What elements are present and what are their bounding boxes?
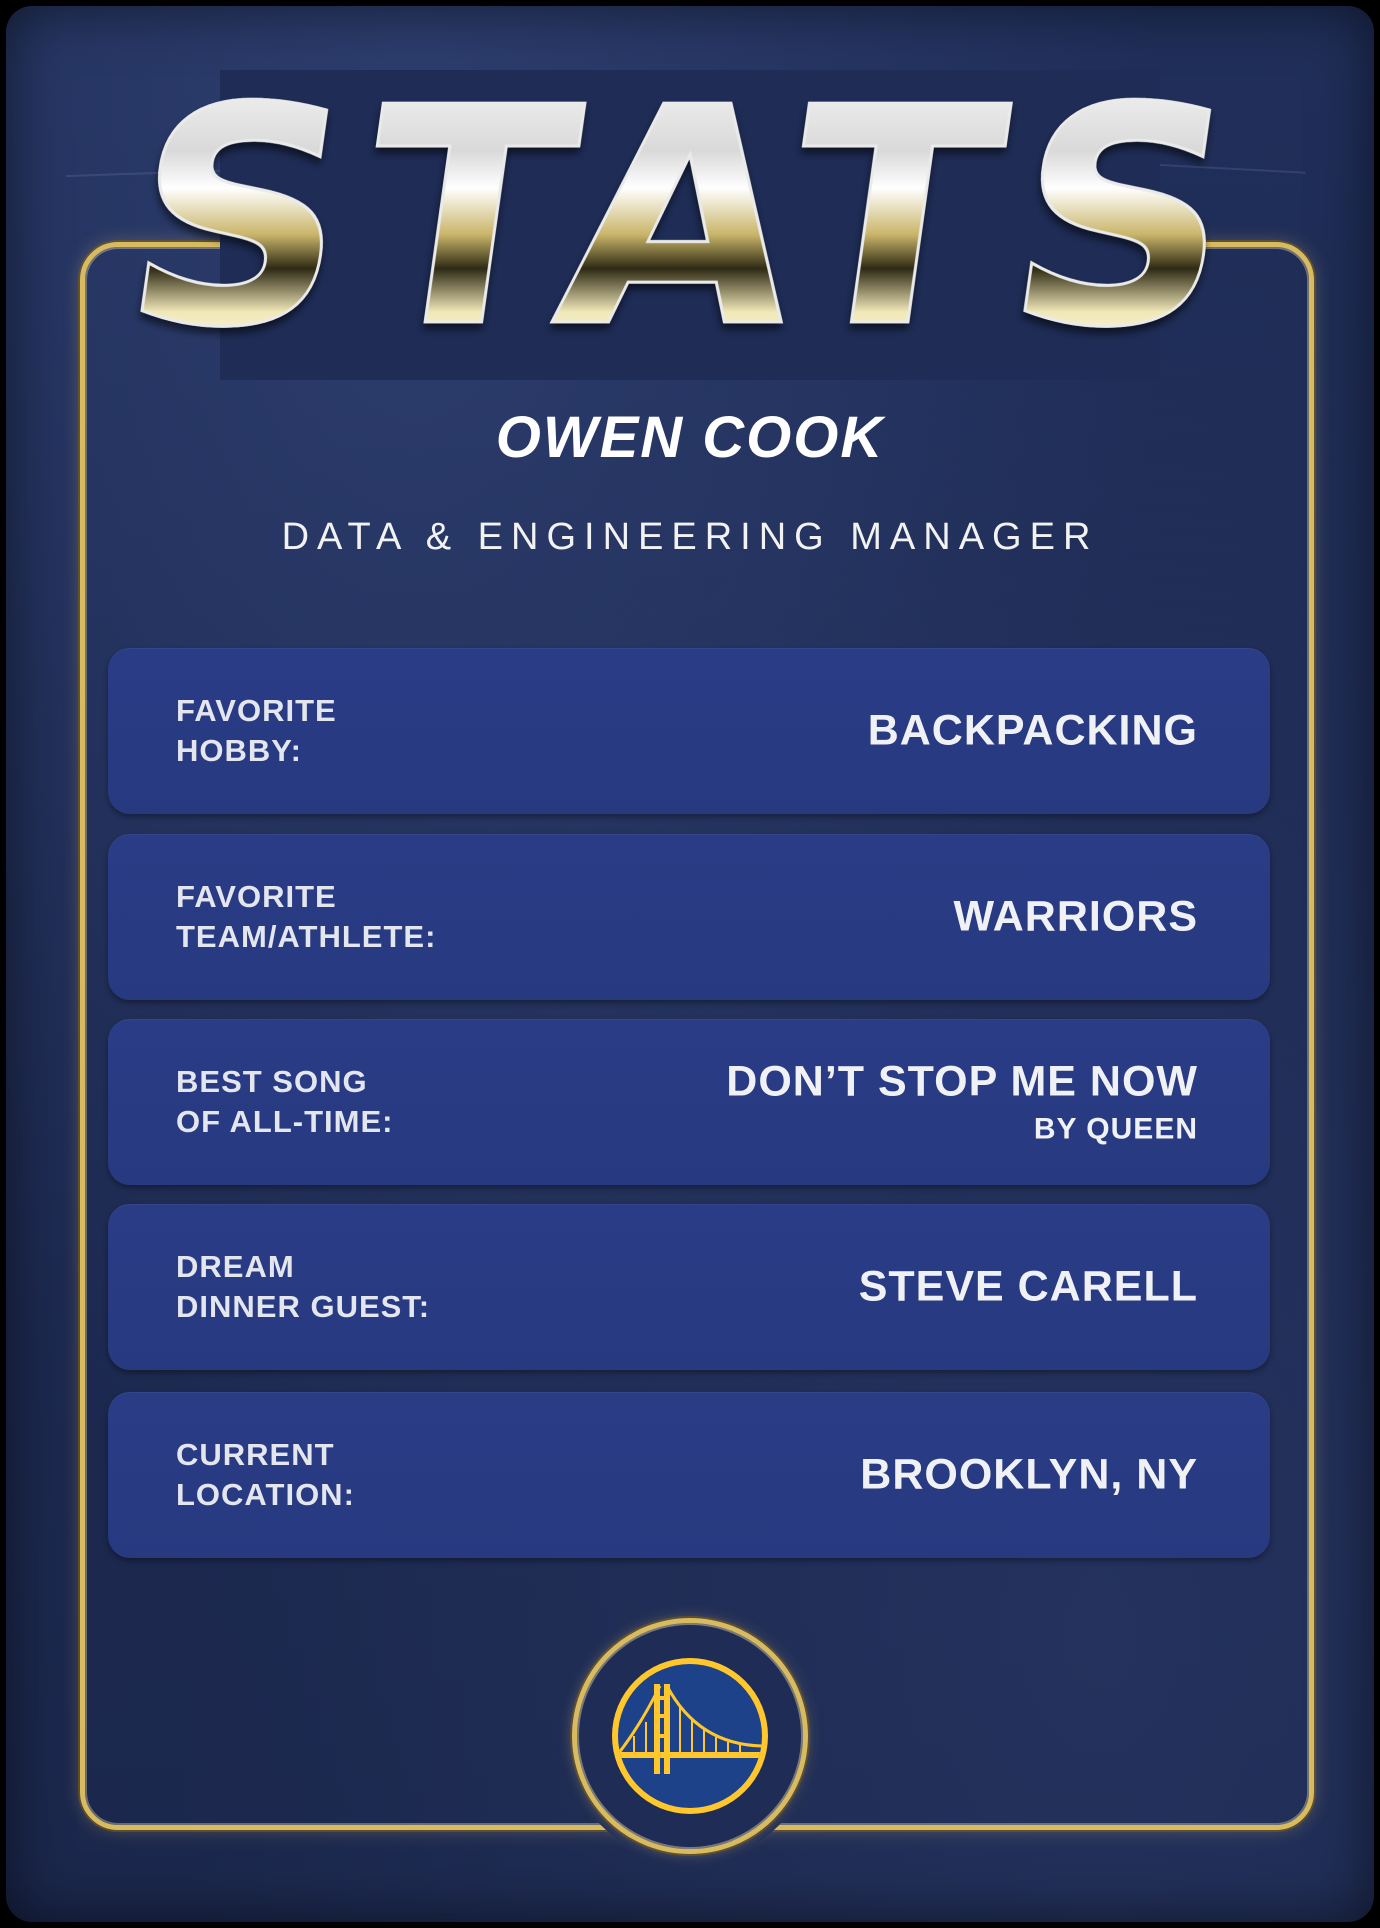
player-role: DATA & ENGINEERING MANAGER <box>281 516 1099 558</box>
title-backdrop <box>220 70 1160 380</box>
stat-label: CURRENT LOCATION: <box>176 1437 355 1512</box>
stat-value-text: BROOKLYN, NY <box>860 1450 1198 1499</box>
badge-ring <box>572 1618 808 1854</box>
stat-row-dinner-guest: DREAM DINNER GUEST: STEVE CARELL <box>108 1204 1270 1370</box>
golden-gate-bridge-logo-icon <box>612 1658 768 1814</box>
card-title: STATS <box>0 43 1380 395</box>
stat-value: DON’T STOP ME NOW BY QUEEN <box>726 1058 1198 1147</box>
stat-value: BACKPACKING <box>868 707 1198 756</box>
stat-value-text: BACKPACKING <box>867 706 1198 755</box>
stat-value: STEVE CARELL <box>859 1263 1198 1312</box>
stat-row-song: BEST SONG OF ALL-TIME: DON’T STOP ME NOW… <box>108 1019 1270 1185</box>
stat-label: BEST SONG OF ALL-TIME: <box>176 1064 394 1139</box>
stat-value: BROOKLYN, NY <box>860 1451 1198 1500</box>
stat-value-subtext: BY QUEEN <box>1033 1112 1198 1146</box>
stat-row-location: CURRENT LOCATION: BROOKLYN, NY <box>108 1392 1270 1558</box>
team-badge <box>564 1610 816 1862</box>
stat-value-text: STEVE CARELL <box>858 1262 1198 1311</box>
stat-value-text: WARRIORS <box>953 892 1198 941</box>
stat-row-team: FAVORITE TEAM/ATHLETE: WARRIORS <box>108 834 1270 1000</box>
stat-row-hobby: FAVORITE HOBBY: BACKPACKING <box>108 648 1270 814</box>
stat-label: FAVORITE TEAM/ATHLETE: <box>176 879 437 954</box>
stat-value: WARRIORS <box>954 893 1199 942</box>
stat-label: FAVORITE HOBBY: <box>176 693 337 768</box>
stat-label: DREAM DINNER GUEST: <box>176 1249 431 1324</box>
player-name: OWEN COOK <box>495 405 885 470</box>
stat-value-text: DON’T STOP ME NOW <box>726 1057 1198 1106</box>
